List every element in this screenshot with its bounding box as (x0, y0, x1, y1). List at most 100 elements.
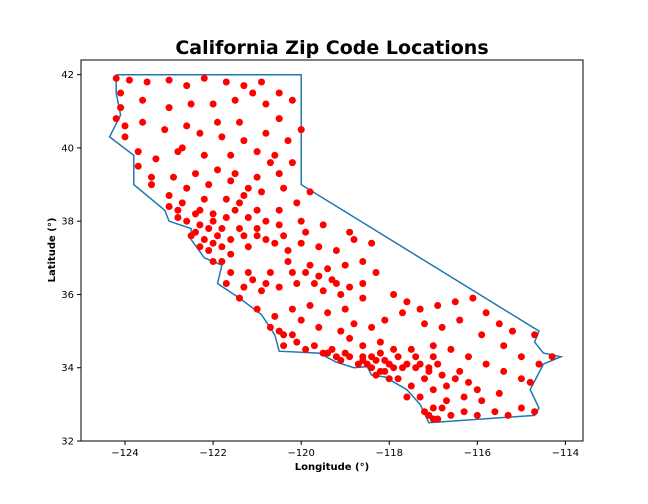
zip-point (200, 74, 208, 82)
zip-point (350, 236, 358, 243)
zip-point (218, 243, 226, 251)
y-tick-label: 34 (61, 363, 74, 374)
chart-title: California Zip Code Locations (175, 37, 488, 59)
zip-point (196, 129, 204, 137)
zip-point (165, 104, 173, 112)
zip-point (482, 360, 490, 368)
zip-point (275, 327, 283, 335)
zip-point (517, 404, 525, 412)
zip-point (421, 408, 428, 416)
zip-point (324, 309, 332, 317)
zip-point (341, 305, 349, 313)
zip-point (310, 280, 318, 287)
zip-point (152, 155, 160, 163)
zip-point (174, 214, 182, 221)
zip-point (143, 78, 151, 86)
zip-point (205, 247, 213, 254)
zip-point (495, 320, 503, 328)
zip-point (350, 320, 358, 328)
zip-point (319, 221, 327, 229)
zip-point (196, 243, 204, 251)
zip-point (434, 360, 442, 368)
zip-point (332, 280, 340, 287)
zip-point (297, 217, 305, 225)
zip-point (288, 331, 296, 339)
zip-point (222, 280, 230, 287)
zip-point (451, 375, 459, 383)
zip-point (473, 386, 481, 394)
zip-point (288, 159, 296, 167)
zip-point (205, 181, 213, 189)
zip-point (495, 389, 503, 397)
zip-point (134, 148, 142, 156)
zip-point (288, 305, 296, 313)
zip-point (403, 298, 411, 306)
zip-point (275, 283, 283, 291)
zip-point (148, 173, 155, 181)
zip-point (517, 375, 525, 383)
zip-point (346, 353, 354, 361)
zip-point (139, 96, 147, 104)
x-tick-label: −122 (199, 448, 226, 459)
zip-point (271, 312, 279, 320)
zip-point (121, 122, 129, 130)
zip-point (293, 280, 301, 287)
zip-point (531, 331, 539, 339)
zip-point (231, 170, 239, 178)
zip-point (315, 272, 323, 280)
zip-point (236, 199, 243, 207)
zip-point (161, 126, 169, 134)
zip-point (535, 360, 543, 368)
zip-point (196, 221, 204, 229)
zip-point (394, 353, 402, 361)
zip-point (218, 133, 226, 141)
zip-point (443, 397, 450, 405)
zip-point (429, 404, 437, 412)
zip-point (288, 269, 296, 276)
zip-point (183, 122, 191, 130)
zip-point (266, 269, 274, 276)
x-tick-label: −116 (464, 448, 491, 459)
zip-point (244, 269, 252, 276)
zip-point (170, 173, 177, 181)
zip-point (275, 221, 283, 229)
zip-point (187, 100, 195, 108)
x-tick-label: −124 (111, 448, 138, 459)
zip-point (324, 349, 332, 357)
zip-point (258, 188, 265, 196)
zip-point (209, 100, 217, 108)
zip-point (280, 184, 288, 192)
zip-point (236, 294, 243, 302)
zip-point (183, 217, 191, 225)
zip-point (359, 342, 367, 350)
zip-point (165, 203, 173, 210)
zip-point (359, 280, 367, 287)
zip-point (253, 148, 261, 156)
zip-point (456, 316, 464, 324)
zip-point (262, 280, 270, 287)
zip-point (125, 76, 133, 84)
zip-point (112, 74, 120, 82)
zip-point (403, 393, 411, 401)
zip-point (385, 375, 393, 383)
zip-point (222, 78, 230, 86)
zip-point (236, 118, 243, 126)
zip-point (429, 353, 437, 361)
zip-point (240, 82, 248, 90)
zip-point (218, 225, 226, 232)
zip-point (288, 96, 296, 104)
zip-point (416, 393, 424, 401)
zip-point (121, 133, 129, 141)
zip-point (465, 353, 472, 361)
zip-point (460, 408, 468, 416)
zip-point (227, 151, 235, 159)
zip-point (407, 382, 415, 390)
zip-point (302, 228, 310, 236)
zip-point (376, 349, 384, 357)
zip-point (447, 345, 455, 353)
zip-point (332, 353, 340, 361)
zip-point (297, 239, 305, 247)
zip-point (200, 236, 208, 243)
zip-point (231, 96, 239, 104)
zip-point (302, 269, 310, 276)
